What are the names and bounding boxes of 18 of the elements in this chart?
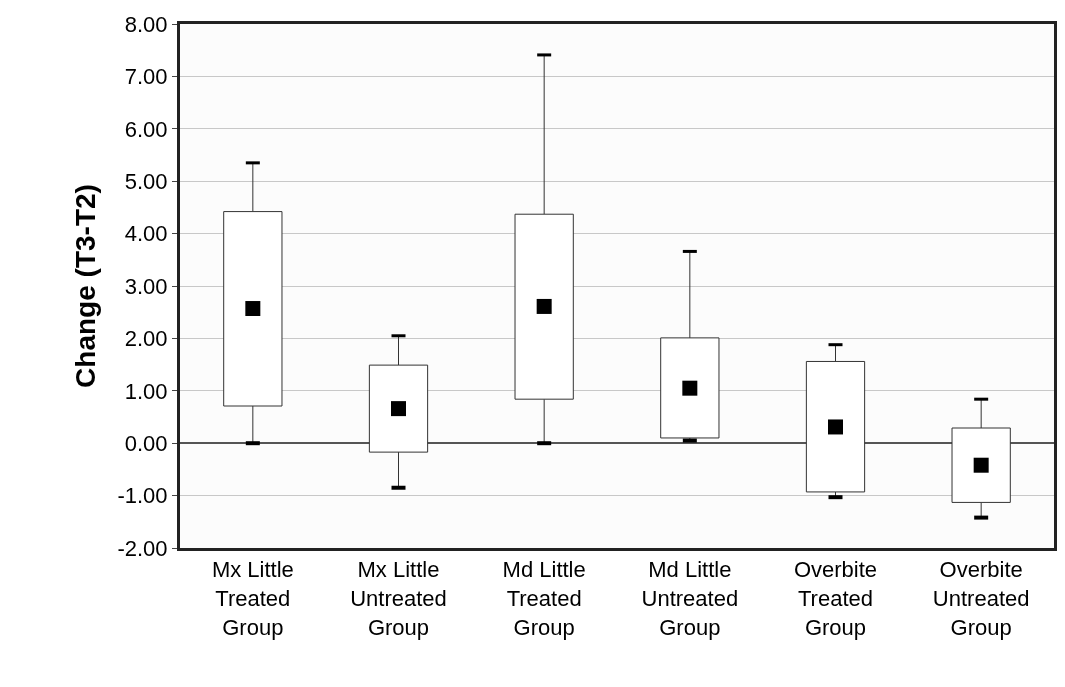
y-axis-title: Change (T3-T2) [70,184,102,388]
x-tick-label: Mx Little Untreated Group [350,557,447,640]
y-tick-label: 8.00 [124,11,168,37]
x-tick-label: Mx Little Treated Group [211,557,294,640]
x-tick-label: Md Little Untreated Group [641,557,739,640]
y-tick-label: 0.00 [124,430,168,456]
x-tick-label: Md Little Treated Group [502,557,586,640]
y-tick-label: 1.00 [124,378,168,404]
y-tick-label: 7.00 [124,64,168,90]
y-tick-label: 2.00 [124,326,168,352]
y-tick-label: 6.00 [124,116,168,142]
y-tick-label: 4.00 [124,221,168,247]
y-tick-label: -1.00 [117,483,168,509]
y-tick-label: 3.00 [124,273,168,299]
y-tick-label: -2.00 [117,535,168,561]
x-tick-label: Overbite Treated Group [793,557,878,640]
x-tick-label: Overbite Untreated Group [932,557,1030,640]
y-tick-label: 5.00 [124,168,168,194]
